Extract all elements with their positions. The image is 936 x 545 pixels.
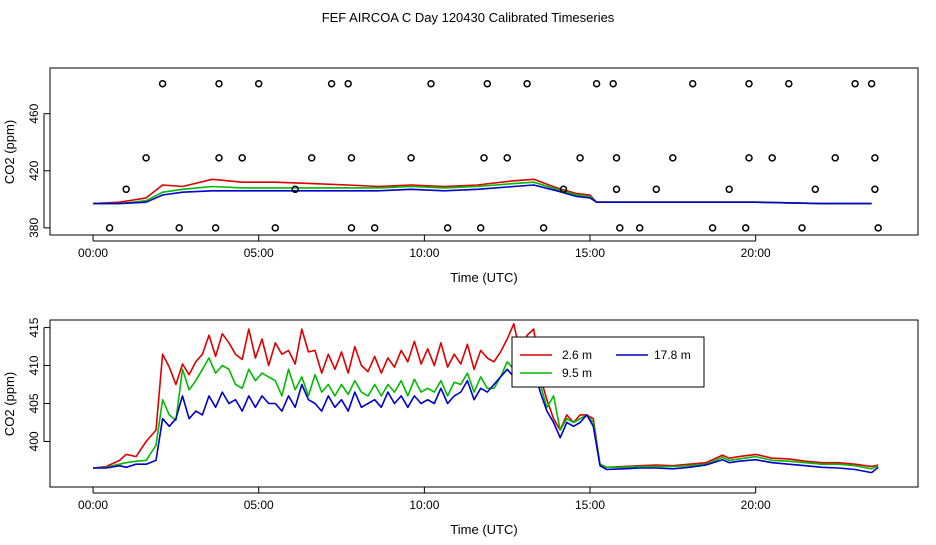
scatter-point [616, 224, 624, 232]
scatter-point [871, 154, 879, 162]
panel-bottom-xtick-label: 05:00 [244, 498, 274, 512]
scatter-point [122, 185, 130, 194]
scatter-point [476, 224, 485, 232]
scatter-point [523, 79, 531, 88]
scatter-point [370, 224, 379, 232]
panel-bottom-xtick-label: 20:00 [741, 498, 771, 512]
scatter-point [851, 79, 859, 88]
scatter-point [592, 79, 601, 88]
series-line-9-5-m [93, 345, 879, 470]
scatter-point [539, 224, 548, 232]
panel-top-ytick-label: 460 [27, 103, 41, 123]
panel-bottom-ylabel: CO2 (ppm) [2, 372, 17, 436]
panel-bottom-ytick-label: 415 [27, 317, 41, 337]
scatter-point [652, 185, 661, 194]
scatter-point [725, 185, 733, 194]
legend-label-9-5m: 9.5 m [562, 366, 592, 380]
scatter-point [741, 224, 750, 232]
scatter-point [688, 79, 697, 88]
panel-bottom-xtick-label: 10:00 [409, 498, 439, 512]
panel-top-ytick-label: 380 [27, 218, 41, 238]
panel-top-ytick-label: 420 [27, 160, 41, 180]
scatter-point [480, 154, 488, 162]
scatter-point [798, 224, 806, 232]
legend-label-2-6m: 2.6 m [562, 348, 592, 362]
scatter-point [811, 185, 820, 194]
scatter-point [871, 185, 879, 194]
scatter-point [612, 185, 621, 194]
scatter-point [105, 224, 114, 232]
scatter-point [347, 154, 356, 162]
scatter-point [831, 154, 839, 162]
scatter-point [669, 154, 677, 162]
panel-top: 00:00 05:00 10:00 15:00 20:00 380 420 460 Time… [2, 67, 919, 285]
scatter-point [867, 79, 876, 88]
panel-top-xtick-label: 20:00 [741, 246, 771, 260]
scatter-point [785, 79, 793, 88]
series-line-17-8-m [93, 184, 872, 205]
panel-bottom-xlabel: Time (UTC) [450, 522, 517, 537]
scatter-point [215, 79, 223, 88]
scatter-point [559, 185, 568, 194]
legend-label-17-8m: 17.8 m [654, 348, 691, 362]
scatter-point [254, 79, 263, 88]
panel-bottom-ytick-label: 405 [27, 393, 41, 413]
scatter-point [576, 154, 584, 162]
panel-top-xtick-label: 10:00 [409, 246, 439, 260]
scatter-point [347, 224, 356, 232]
scatter-point [175, 224, 183, 232]
panel-top-xlabel: Time (UTC) [450, 270, 517, 285]
panel-bottom-xtick-label: 00:00 [78, 498, 108, 512]
scatter-point [609, 79, 617, 88]
scatter-point [407, 154, 415, 162]
scatter-point [211, 224, 220, 232]
scatter-point [271, 224, 280, 232]
series-line-17-8-m [93, 364, 879, 474]
legend-box [511, 336, 705, 388]
scatter-point [612, 154, 621, 162]
scatter-point [635, 224, 644, 232]
panel-top-xtick-label: 15:00 [575, 246, 605, 260]
scatter-point [503, 154, 511, 162]
scatter-point [238, 154, 246, 162]
panel-top-frame [49, 67, 919, 236]
scatter-point [768, 154, 776, 162]
panel-top-ylabel: CO2 (ppm) [2, 120, 17, 184]
scatter-point [291, 185, 299, 194]
panel-bottom-xtick-label: 15:00 [575, 498, 605, 512]
legend: 2.6 m 9.5 m 17.8 m [511, 336, 705, 388]
scatter-point [443, 224, 452, 232]
scatter-point [142, 154, 150, 162]
scatter-point [327, 79, 336, 88]
scatter-point [158, 79, 167, 88]
scatter-point [344, 79, 352, 88]
panel-bottom-ytick-label: 400 [27, 431, 41, 451]
scatter-point [708, 224, 717, 232]
panel-top-xtick-label: 05:00 [244, 246, 274, 260]
panel-bottom: 00:00 05:00 10:00 15:00 20:00 400 405 410 415 T… [2, 317, 919, 537]
scatter-point [745, 154, 753, 162]
series-line-2-6-m [93, 322, 879, 469]
panel-top-xtick-label: 00:00 [78, 246, 108, 260]
scatter-point [483, 79, 492, 88]
scatter-point [745, 79, 753, 88]
scatter-point [427, 79, 435, 88]
panel-bottom-ytick-label: 410 [27, 355, 41, 375]
scatter-point [215, 154, 223, 162]
scatter-point [307, 154, 316, 162]
series-line-9-5-m [93, 181, 872, 205]
chart-title: FEF AIRCOA C Day 120430 Calibrated Times… [322, 10, 615, 25]
scatter-point [874, 224, 882, 232]
